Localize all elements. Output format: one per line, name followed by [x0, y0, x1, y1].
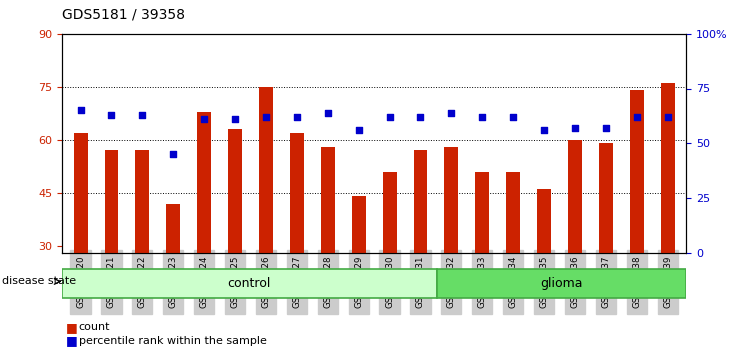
Point — [445, 110, 457, 115]
Bar — [259, 87, 273, 253]
Bar — [383, 172, 396, 253]
Point — [631, 114, 642, 120]
Point — [322, 110, 334, 115]
Text: count: count — [79, 322, 110, 332]
Bar — [136, 150, 150, 253]
Text: disease state: disease state — [2, 276, 77, 286]
Bar — [445, 147, 458, 253]
Text: percentile rank within the sample: percentile rank within the sample — [79, 336, 266, 346]
Point — [291, 114, 303, 120]
Point — [260, 114, 272, 120]
Point — [353, 127, 364, 133]
Bar — [290, 133, 304, 253]
Bar — [568, 140, 582, 253]
Point — [538, 127, 550, 133]
Text: GDS5181 / 39358: GDS5181 / 39358 — [62, 8, 185, 22]
Point — [600, 125, 612, 131]
Point — [569, 125, 581, 131]
Bar — [437, 269, 686, 297]
Point — [137, 112, 148, 118]
Point — [199, 116, 210, 122]
Bar — [506, 172, 520, 253]
Text: glioma: glioma — [540, 277, 583, 290]
Bar — [320, 147, 335, 253]
Point — [229, 116, 241, 122]
Bar — [352, 196, 366, 253]
Bar — [537, 189, 551, 253]
Point — [507, 114, 519, 120]
Bar — [166, 204, 180, 253]
Bar — [630, 90, 644, 253]
Point — [384, 114, 396, 120]
Text: ■: ■ — [66, 321, 77, 334]
Point — [167, 152, 179, 157]
Bar — [104, 150, 118, 253]
Point — [106, 112, 118, 118]
Bar — [475, 172, 489, 253]
Point — [415, 114, 426, 120]
Bar — [197, 112, 211, 253]
Text: ■: ■ — [66, 334, 77, 347]
Text: control: control — [228, 277, 271, 290]
Point — [74, 108, 86, 113]
Bar — [661, 83, 675, 253]
Bar — [62, 269, 437, 297]
Bar — [599, 143, 612, 253]
Point — [477, 114, 488, 120]
Point — [662, 114, 674, 120]
Bar — [228, 129, 242, 253]
Bar — [413, 150, 428, 253]
Bar — [74, 133, 88, 253]
